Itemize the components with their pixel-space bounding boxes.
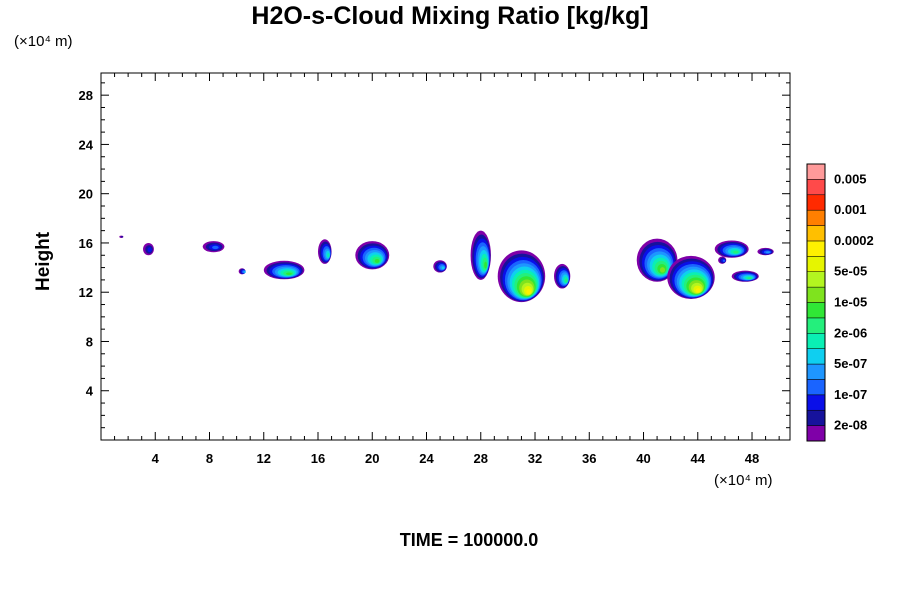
- y-tick-label: 12: [79, 285, 93, 300]
- colorbar-box-13: [806, 225, 826, 242]
- colorbar-label: 2e-06: [834, 325, 867, 340]
- cloud-4-level-8: [286, 272, 292, 276]
- x-tick-label: 4: [152, 451, 160, 466]
- x-tick-label: 8: [206, 451, 213, 466]
- x-tick-label: 24: [419, 451, 434, 466]
- x-tick-label: 28: [474, 451, 488, 466]
- y-axis-title: Height: [33, 231, 54, 291]
- y-tick-label: 8: [86, 334, 93, 349]
- x-tick-label: 40: [636, 451, 650, 466]
- colorbar-label: 0.005: [834, 171, 867, 186]
- colorbar-box-0: [806, 425, 826, 442]
- y-tick-label: 24: [79, 137, 94, 152]
- cloud-15-level-4: [765, 251, 770, 254]
- colorbar-box-10: [806, 271, 826, 288]
- cloud-1: [143, 242, 154, 256]
- cloud-8: [470, 230, 491, 280]
- x-tick-label: 32: [528, 451, 542, 466]
- x-tick-label: 48: [745, 451, 759, 466]
- colorbar-label: 1e-07: [834, 387, 867, 402]
- cloud-13-level-7: [733, 250, 739, 254]
- x-tick-label: 20: [365, 451, 379, 466]
- clouds-layer: [119, 230, 774, 303]
- x-axis-unit: (×10⁴ m): [714, 472, 773, 489]
- cloud-6: [355, 241, 390, 270]
- y-tick-label: 16: [79, 236, 93, 251]
- x-tick-label: 36: [582, 451, 596, 466]
- colorbar-box-6: [806, 333, 826, 349]
- cloud-9-level-12: [526, 289, 531, 295]
- y-axis-unit: (×10⁴ m): [14, 33, 73, 50]
- colorbar-label: 5e-05: [834, 264, 867, 279]
- cloud-12-level-12: [695, 288, 701, 293]
- colorbar-box-14: [806, 209, 826, 226]
- colorbar-label: 1e-05: [834, 295, 867, 310]
- time-footer: TIME = 100000.0: [399, 530, 539, 550]
- cloud-11-level-9: [659, 267, 666, 273]
- cloud-16: [718, 256, 727, 264]
- cloud-16-level-3: [722, 259, 726, 262]
- colorbar-box-4: [806, 363, 826, 380]
- cloud-2-level-3: [212, 245, 219, 250]
- colorbar-box-7: [806, 317, 826, 334]
- colorbar-box-1: [806, 409, 826, 426]
- colorbar: 2e-08 1e-07 5e-07 2e-06 1e-05 5e-05 0.0002 0.00…: [806, 163, 874, 442]
- cloud-5: [318, 239, 332, 264]
- cloud-12: [667, 255, 715, 299]
- cloud-2: [202, 241, 225, 253]
- colorbar-label: 0.0002: [834, 233, 874, 248]
- cloud-3-level-5: [244, 271, 246, 273]
- plot-frame: [100, 72, 791, 441]
- cloud-11: [636, 238, 678, 282]
- colorbar-box-16: [806, 179, 826, 196]
- cloud-1-level-2: [147, 247, 152, 253]
- colorbar-box-3: [806, 379, 826, 396]
- cloud-7: [433, 260, 447, 273]
- cloud-0: [119, 235, 124, 239]
- y-tick-label: 20: [79, 187, 93, 202]
- colorbar-box-2: [806, 394, 826, 411]
- y-tick-label: 4: [86, 384, 94, 399]
- y-tick-label: 28: [79, 88, 93, 103]
- cloud-7-level-5: [441, 266, 445, 270]
- cloud-10: [554, 263, 571, 289]
- cloud-5-level-6: [327, 253, 330, 258]
- cloud-4: [263, 260, 305, 280]
- x-tick-label: 16: [311, 451, 325, 466]
- colorbar-box-17: [806, 163, 826, 180]
- colorbar-label: 2e-08: [834, 418, 867, 433]
- colorbar-box-9: [806, 286, 826, 303]
- cloud-9: [497, 250, 546, 303]
- cloud-0-level-1: [120, 236, 124, 238]
- colorbar-box-11: [806, 256, 826, 272]
- cloud-14-level-7: [747, 277, 752, 280]
- colorbar-label: 0.001: [834, 202, 867, 217]
- cloud-13: [714, 240, 749, 258]
- cloud-14: [731, 270, 759, 282]
- colorbar-box-15: [806, 194, 826, 211]
- chart-title: H2O-s-Cloud Mixing Ratio [kg/kg]: [251, 2, 649, 30]
- colorbar-box-8: [806, 302, 826, 319]
- cloud-6-level-8: [374, 258, 380, 263]
- x-tick-label: 44: [691, 451, 706, 466]
- colorbar-frame: [806, 163, 826, 442]
- cloud-3: [238, 268, 246, 275]
- colorbar-box-12: [806, 240, 826, 257]
- colorbar-box-5: [806, 348, 826, 365]
- x-tick-label: 12: [257, 451, 271, 466]
- cloud-10-level-7: [565, 278, 568, 283]
- cloud-8-level-8: [484, 261, 487, 269]
- cloud-15: [757, 247, 774, 256]
- colorbar-label: 5e-07: [834, 356, 867, 371]
